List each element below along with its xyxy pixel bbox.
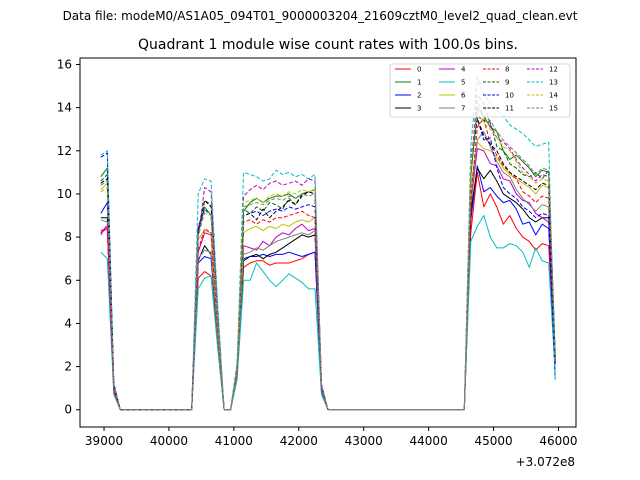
x-tick-label: 43000 bbox=[345, 434, 383, 448]
series-line-13 bbox=[100, 150, 225, 411]
series-line-7 bbox=[100, 219, 225, 411]
legend-label-5: 5 bbox=[461, 79, 465, 87]
legend-label-4: 4 bbox=[461, 66, 466, 74]
legend-label-0: 0 bbox=[417, 66, 421, 74]
chart-title: Quadrant 1 module wise count rates with … bbox=[138, 37, 518, 53]
x-tick-label: 42000 bbox=[280, 434, 318, 448]
x-tick-label: 44000 bbox=[410, 434, 448, 448]
series-line-8 bbox=[463, 117, 556, 410]
series-line-12 bbox=[463, 94, 556, 410]
series-line-10 bbox=[463, 117, 556, 410]
series-line-15 bbox=[224, 193, 329, 411]
legend-label-10: 10 bbox=[505, 92, 514, 100]
legend-label-11: 11 bbox=[505, 105, 514, 113]
legend-box bbox=[389, 63, 571, 118]
series-line-12 bbox=[100, 187, 225, 411]
x-tick-label: 46000 bbox=[539, 434, 577, 448]
series-line-5 bbox=[463, 215, 556, 410]
series-line-3 bbox=[463, 167, 556, 410]
series-line-6 bbox=[463, 141, 556, 410]
series-line-11 bbox=[463, 117, 556, 410]
legend-label-6: 6 bbox=[461, 92, 466, 100]
series-line-14 bbox=[463, 111, 556, 410]
series-line-14 bbox=[100, 187, 225, 411]
series-line-2 bbox=[463, 165, 556, 410]
series-line-10 bbox=[100, 152, 225, 411]
series-line-15 bbox=[100, 180, 225, 411]
legend-label-7: 7 bbox=[461, 105, 465, 113]
x-tick-label: 40000 bbox=[150, 434, 188, 448]
series-line-4 bbox=[463, 148, 556, 410]
x-tick-label: 41000 bbox=[215, 434, 253, 448]
plot-area: 39000 40000 41000 42000 43000 44000 45000 46000… bbox=[57, 57, 578, 448]
legend-label-13: 13 bbox=[549, 79, 558, 87]
y-tick-label: 8 bbox=[64, 230, 72, 244]
series-line-2 bbox=[100, 202, 225, 411]
axes-frame bbox=[79, 57, 577, 428]
y-tick-label: 2 bbox=[64, 360, 72, 374]
series-line-6 bbox=[100, 182, 225, 411]
legend-label-1: 1 bbox=[417, 79, 421, 87]
x-tick-label: 45000 bbox=[474, 434, 512, 448]
series-line-4 bbox=[100, 228, 225, 411]
series-line-3 bbox=[100, 217, 225, 411]
series-line-9 bbox=[463, 115, 556, 410]
series-line-8 bbox=[100, 228, 225, 411]
series-line-0 bbox=[100, 225, 225, 411]
series-line-5 bbox=[224, 262, 329, 411]
legend-label-9: 9 bbox=[505, 79, 509, 87]
y-tick-label: 14 bbox=[57, 101, 72, 115]
legend-label-14: 14 bbox=[549, 92, 558, 100]
legend-label-15: 15 bbox=[549, 105, 558, 113]
series-line-5 bbox=[100, 251, 225, 411]
y-tick-label: 16 bbox=[57, 57, 72, 71]
y-tick-label: 12 bbox=[57, 144, 72, 158]
x-offset-label: +3.072e8 bbox=[516, 455, 575, 469]
series-line-7 bbox=[224, 230, 329, 411]
y-tick-label: 10 bbox=[57, 187, 72, 201]
x-tick-label: 39000 bbox=[85, 434, 123, 448]
series-line-15 bbox=[463, 100, 556, 410]
y-tick-label: 4 bbox=[64, 316, 72, 330]
legend-label-3: 3 bbox=[417, 105, 421, 113]
series-line-1 bbox=[100, 167, 225, 411]
suptitle: Data file: modeM0/AS1A05_094T01_90000032… bbox=[63, 9, 578, 23]
series-line-13 bbox=[224, 169, 329, 411]
legend-label-2: 2 bbox=[417, 92, 421, 100]
series-line-0 bbox=[463, 171, 556, 410]
series-line-7 bbox=[463, 130, 556, 410]
y-tick-label: 6 bbox=[64, 273, 72, 287]
legend-label-8: 8 bbox=[505, 66, 509, 74]
y-tick-label: 0 bbox=[64, 403, 72, 417]
legend-label-12: 12 bbox=[549, 66, 558, 74]
